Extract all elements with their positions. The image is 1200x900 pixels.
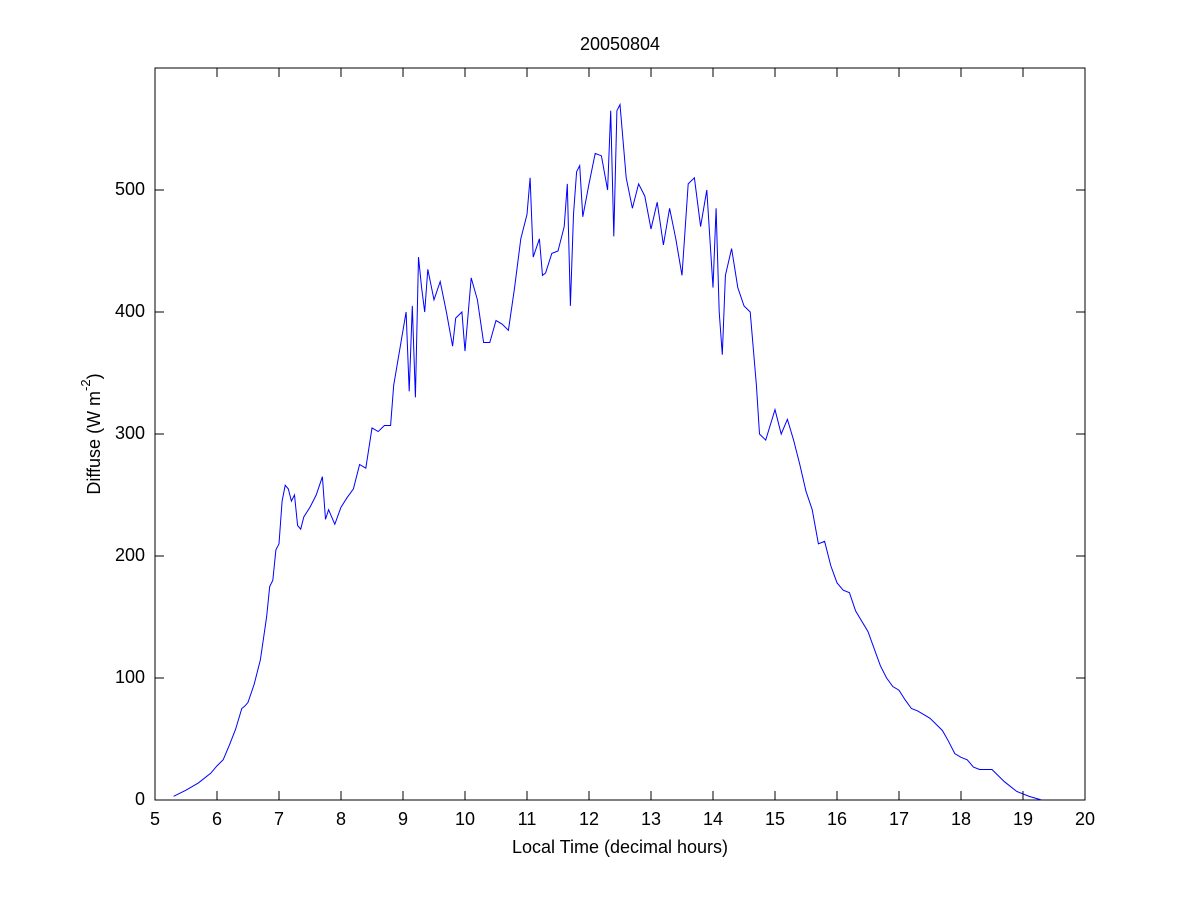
y-tick-label: 200	[115, 545, 145, 565]
y-tick-label: 0	[135, 789, 145, 809]
y-axis-label: Diffuse (W m-2)	[78, 373, 103, 494]
x-tick-label: 8	[336, 809, 346, 829]
axes-box	[154, 67, 1086, 801]
x-tick-label: 15	[765, 809, 785, 829]
y-label-text: Diffuse (W m	[84, 391, 104, 495]
x-tick-label: 11	[518, 809, 537, 829]
chart-title: 20050804	[580, 34, 660, 54]
data-line	[173, 102, 1042, 801]
y-label-tail: )	[84, 373, 104, 379]
y-tick-label: 100	[115, 667, 145, 687]
x-tick-label: 5	[150, 809, 160, 829]
x-tick-label: 9	[398, 809, 408, 829]
x-tick-label: 6	[212, 809, 222, 829]
x-tick-label: 16	[827, 809, 847, 829]
y-tick-label: 400	[115, 301, 145, 321]
x-axis-label: Local Time (decimal hours)	[512, 837, 728, 857]
x-tick-label: 7	[274, 809, 284, 829]
x-tick-label: 10	[455, 809, 475, 829]
x-tick-label: 14	[703, 809, 723, 829]
x-tick-label: 20	[1075, 809, 1095, 829]
x-tick-label: 12	[579, 809, 599, 829]
y-tick-label: 500	[115, 179, 145, 199]
x-tick-label: 17	[889, 809, 909, 829]
x-tick-label: 19	[1013, 809, 1033, 829]
y-tick-label: 300	[115, 423, 145, 443]
y-label-sup: -2	[78, 379, 93, 391]
x-tick-label: 13	[641, 809, 661, 829]
x-tick-label: 18	[951, 809, 971, 829]
